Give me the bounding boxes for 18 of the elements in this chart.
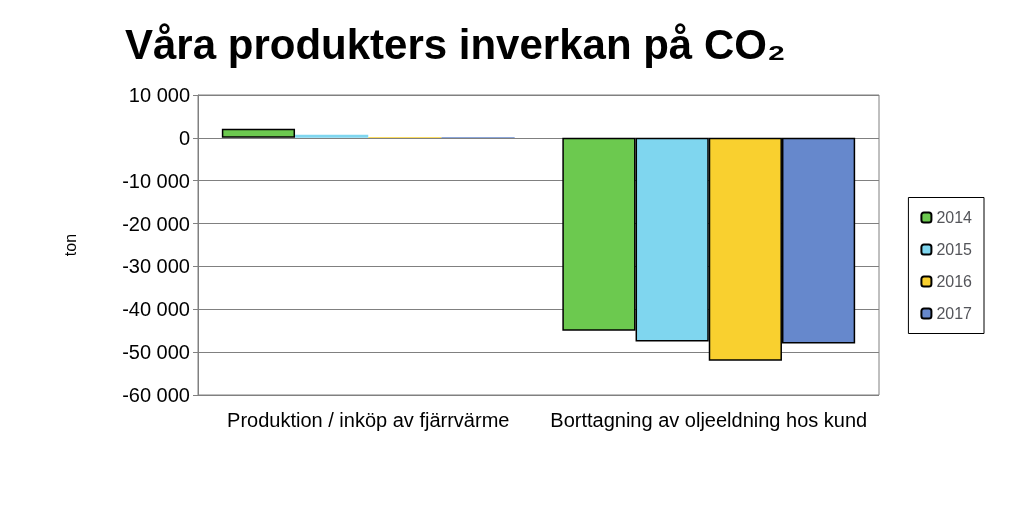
y-tick-label: 0 [178,126,190,149]
x-tick-label: Produktion / inköp av fjärrvärme [227,409,510,431]
bar [295,134,369,138]
bar [221,128,296,138]
chart-title: Våra produkters inverkan på CO₂ [125,20,786,68]
y-tick-label: -30 000 [122,255,190,278]
y-tick-label: 10 000 [128,84,190,106]
y-tick-label: -40 000 [122,298,190,321]
legend-label: 2014 [936,209,973,226]
y-tick-label: -60 000 [122,384,190,406]
y-tick-label: -50 000 [122,341,190,364]
x-tick-label: Borttagning av oljeeldning hos kund [550,409,868,431]
y-axis-title: ton [61,233,79,257]
legend-label: 2016 [936,273,973,290]
legend-label: 2017 [936,305,973,322]
y-tick-label: -10 000 [122,169,190,192]
y-tick-label: -20 000 [122,212,190,235]
legend-label: 2015 [936,241,973,258]
